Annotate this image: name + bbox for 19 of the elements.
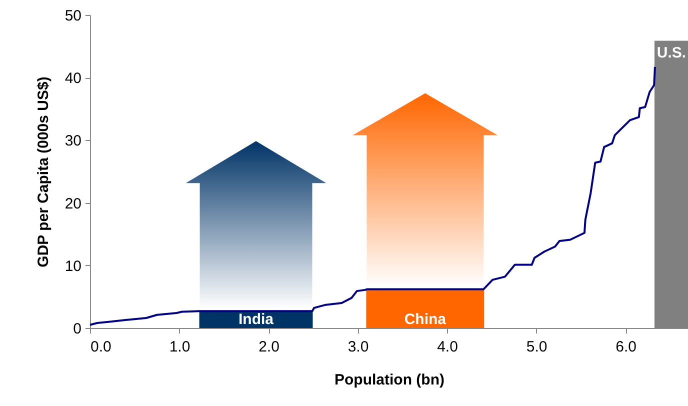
x-tick-label: 4.0 <box>437 338 458 356</box>
y-tick-label: 10 <box>64 258 82 275</box>
x-axis-title: Population (bn) <box>334 372 444 388</box>
series-label: India <box>238 311 274 328</box>
y-tick-label: 30 <box>64 132 82 150</box>
line-series <box>89 66 656 326</box>
x-tick-label: 5.0 <box>526 338 548 356</box>
x-tick-label: 3.0 <box>348 338 369 356</box>
y-tick-label: 50 <box>64 8 82 24</box>
x-tick-label: 2.0 <box>258 338 280 356</box>
y-axis-title: GDP per Capita (000s US$) <box>34 76 52 268</box>
x-tick-label: 1.0 <box>169 338 190 356</box>
y-tick-label: 0 <box>73 320 82 338</box>
y-tick-label: 20 <box>64 195 82 212</box>
x-tick-label: 6.0 <box>616 338 636 356</box>
x-tick-label: 0.0 <box>90 338 112 356</box>
series-label: China <box>404 311 447 328</box>
y-tick-label: 40 <box>64 70 82 88</box>
series-label: U.S. <box>656 44 686 62</box>
